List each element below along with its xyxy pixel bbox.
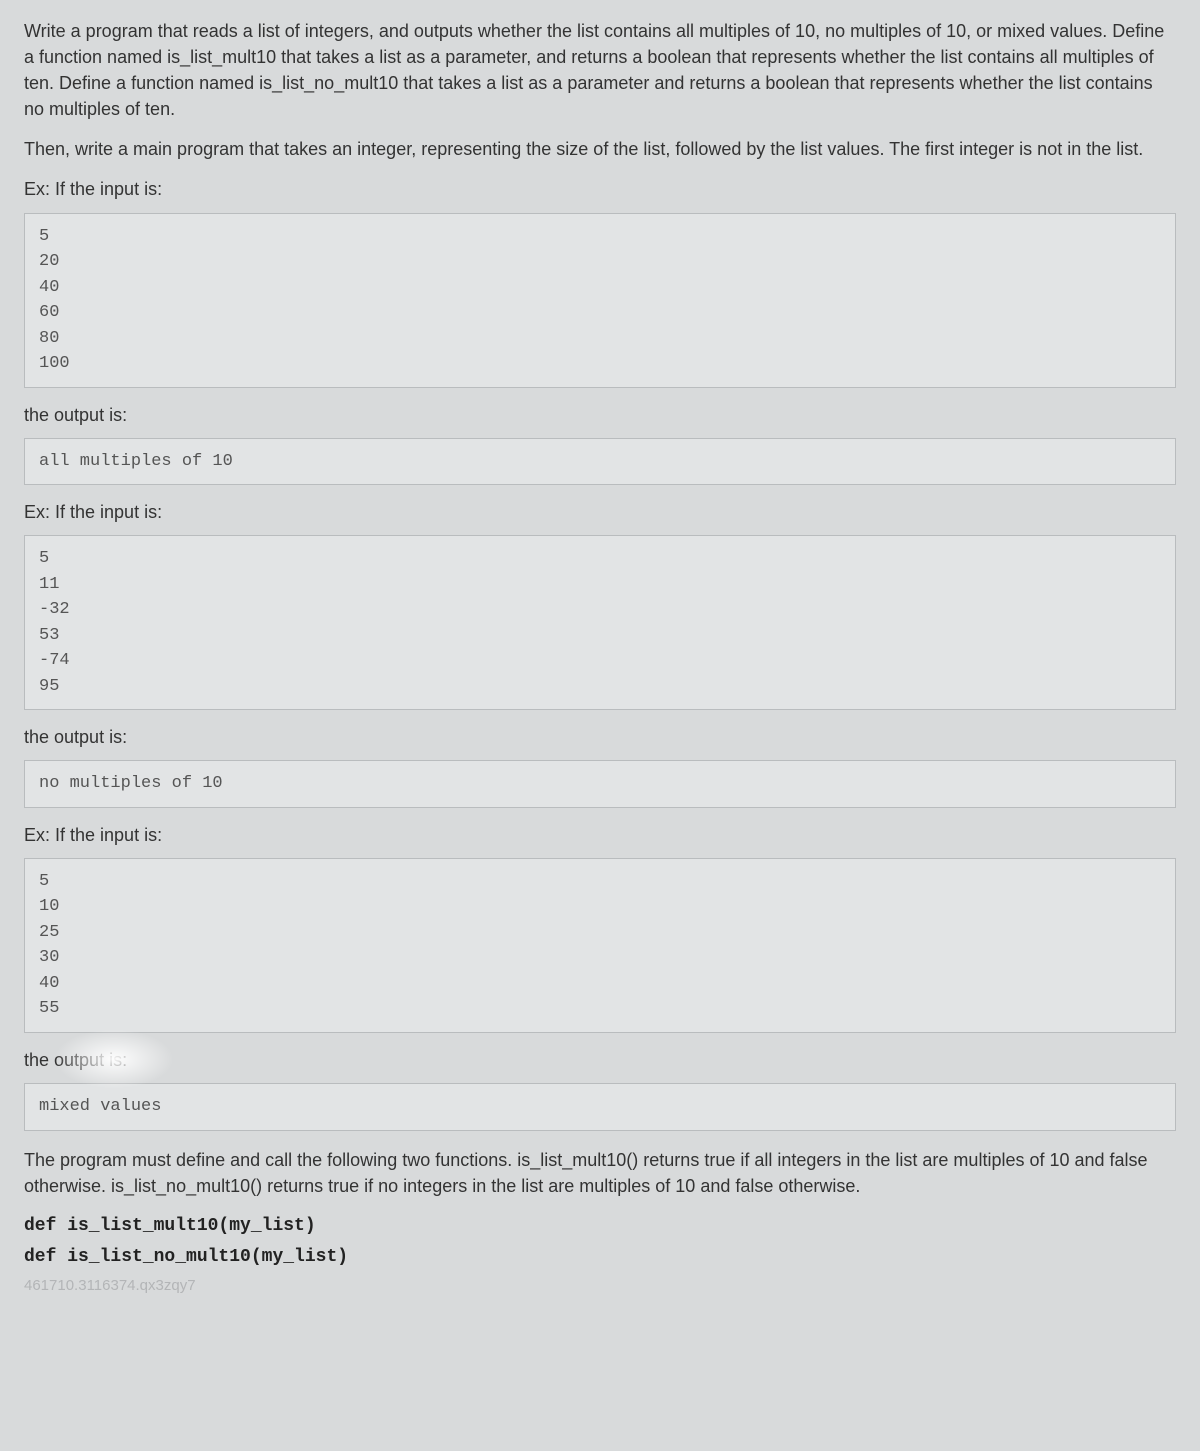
example-3-input-box: 5 10 25 30 40 55 (24, 858, 1176, 1033)
intro-paragraph-1: Write a program that reads a list of int… (24, 18, 1176, 122)
example-2-input-box: 5 11 -32 53 -74 95 (24, 535, 1176, 710)
watermark-text: 461710.3116374.qx3zqy7 (24, 1277, 1176, 1294)
footer-explain: The program must define and call the fol… (24, 1147, 1176, 1199)
page-root: Write a program that reads a list of int… (0, 0, 1200, 1306)
example-2-output-label: the output is: (24, 724, 1176, 750)
example-3-output-label: the output is: (24, 1047, 1176, 1073)
example-1-output-label: the output is: (24, 402, 1176, 428)
example-3-output-box: mixed values (24, 1083, 1176, 1131)
intro-paragraph-2: Then, write a main program that takes an… (24, 136, 1176, 162)
example-2-output-box: no multiples of 10 (24, 760, 1176, 808)
function-def-2: def is_list_no_mult10(my_list) (24, 1244, 1176, 1271)
example-1-input-box: 5 20 40 60 80 100 (24, 213, 1176, 388)
function-def-1: def is_list_mult10(my_list) (24, 1213, 1176, 1240)
example-1-output-box: all multiples of 10 (24, 438, 1176, 486)
example-1-input-label: Ex: If the input is: (24, 176, 1176, 202)
example-3-input-label: Ex: If the input is: (24, 822, 1176, 848)
example-2-input-label: Ex: If the input is: (24, 499, 1176, 525)
